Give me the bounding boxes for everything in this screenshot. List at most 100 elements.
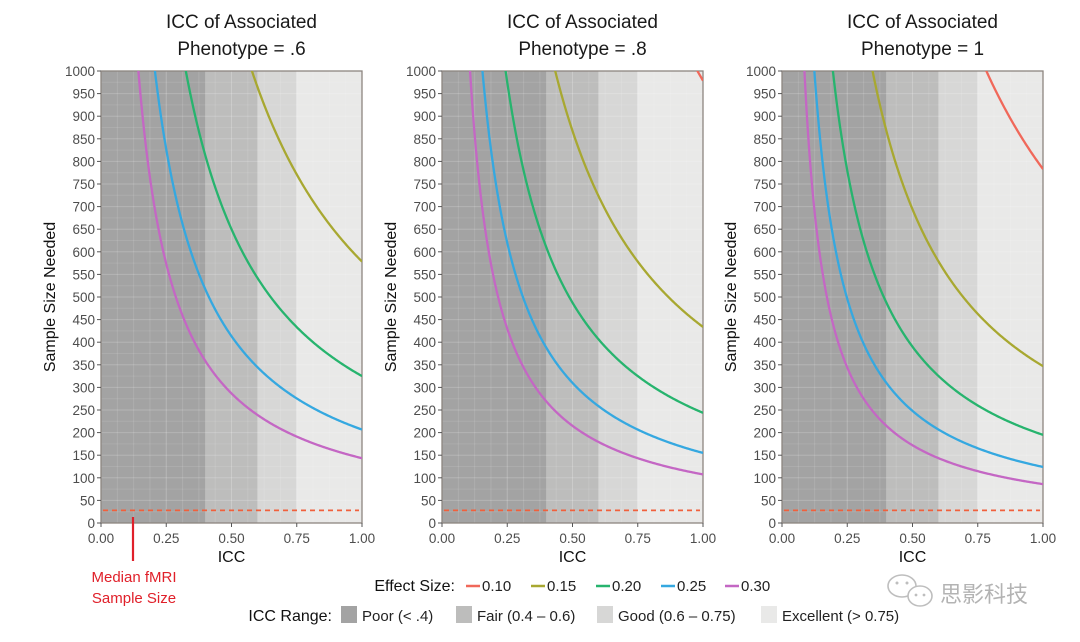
legend-label: 0.25 bbox=[677, 578, 706, 595]
legend-range-label: Poor (< .4) bbox=[362, 608, 433, 625]
y-tick-label: 500 bbox=[413, 290, 436, 305]
y-tick-label: 450 bbox=[753, 313, 776, 328]
band-fair bbox=[546, 71, 599, 523]
y-tick-label: 250 bbox=[753, 403, 776, 418]
y-tick-label: 650 bbox=[753, 222, 776, 237]
x-tick-label: 0.25 bbox=[834, 531, 860, 546]
legend-label: 0.30 bbox=[741, 578, 770, 595]
legend-item-0-10: 0.10 bbox=[466, 578, 511, 595]
y-axis-label: Sample Size Needed bbox=[383, 222, 400, 372]
y-tick-label: 200 bbox=[753, 426, 776, 441]
y-tick-label: 750 bbox=[753, 177, 776, 192]
band-good bbox=[598, 71, 638, 523]
x-tick-label: 0.25 bbox=[153, 531, 179, 546]
x-tick-label: 1.00 bbox=[690, 531, 716, 546]
y-tick-label: 300 bbox=[753, 380, 776, 395]
y-tick-label: 450 bbox=[413, 313, 436, 328]
y-tick-label: 800 bbox=[753, 154, 776, 169]
legend-label: 0.20 bbox=[612, 578, 641, 595]
series-line-0-15 bbox=[554, 71, 703, 328]
y-tick-label: 700 bbox=[413, 200, 436, 215]
y-tick-label: 0 bbox=[428, 516, 436, 531]
y-tick-label: 50 bbox=[761, 493, 776, 508]
y-tick-label: 950 bbox=[72, 87, 95, 102]
y-tick-label: 200 bbox=[72, 426, 95, 441]
y-tick-label: 500 bbox=[753, 290, 776, 305]
band-excellent bbox=[637, 71, 703, 523]
legend-range-item-poor: Poor (< .4) bbox=[341, 606, 433, 625]
y-tick-label: 50 bbox=[421, 493, 436, 508]
band-excellent bbox=[296, 71, 362, 523]
legend-range-item-good: Good (0.6 – 0.75) bbox=[597, 606, 736, 625]
y-tick-label: 800 bbox=[72, 154, 95, 169]
series-line-0-15 bbox=[871, 71, 1043, 368]
y-tick-label: 350 bbox=[72, 358, 95, 373]
y-tick-label: 0 bbox=[87, 516, 95, 531]
y-tick-label: 1000 bbox=[65, 64, 95, 79]
y-tick-label: 400 bbox=[413, 335, 436, 350]
series-line-0-25 bbox=[813, 71, 1043, 469]
y-tick-label: 600 bbox=[413, 245, 436, 260]
y-tick-label: 100 bbox=[72, 471, 95, 486]
panel-3: 0 50 100 150 200 250 300 350 400 450 500 550 600 650 7… bbox=[723, 12, 1056, 566]
y-axis-label: Sample Size Needed bbox=[723, 222, 740, 372]
y-tick-label: 650 bbox=[413, 222, 436, 237]
y-tick-label: 600 bbox=[72, 245, 95, 260]
y-tick-label: 400 bbox=[72, 335, 95, 350]
legend-effect-title: Effect Size: bbox=[374, 578, 455, 595]
median-fmri-label-line1: Median fMRI bbox=[91, 569, 176, 586]
y-tick-label: 500 bbox=[72, 290, 95, 305]
x-tick-label: 0.00 bbox=[88, 531, 114, 546]
x-tick-label: 1.00 bbox=[1030, 531, 1056, 546]
legend-range-item-fair: Fair (0.4 – 0.6) bbox=[456, 606, 575, 625]
median-fmri-label-line2: Sample Size bbox=[92, 590, 176, 607]
series-line-0-10 bbox=[985, 71, 1043, 170]
y-tick-label: 200 bbox=[413, 426, 436, 441]
panel-1: 0 50 100 150 200 250 300 350 400 450 500 550 600 650 7… bbox=[42, 12, 375, 566]
legend-range-swatch bbox=[341, 606, 357, 623]
y-tick-label: 250 bbox=[413, 403, 436, 418]
legend-icc-range: ICC Range: Poor (< .4) Fair (0.4 – 0.6) Go… bbox=[248, 606, 899, 625]
panel-title-line1: ICC of Associated bbox=[507, 12, 658, 33]
y-tick-label: 250 bbox=[72, 403, 95, 418]
y-tick-label: 900 bbox=[413, 109, 436, 124]
x-axis-label: ICC bbox=[559, 549, 587, 566]
legend-item-0-30: 0.30 bbox=[725, 578, 770, 595]
x-tick-label: 0.75 bbox=[284, 531, 310, 546]
band-good bbox=[257, 71, 297, 523]
y-tick-label: 1000 bbox=[406, 64, 436, 79]
y-tick-label: 850 bbox=[72, 132, 95, 147]
x-tick-label: 0.50 bbox=[559, 531, 585, 546]
y-tick-label: 850 bbox=[753, 132, 776, 147]
y-tick-label: 150 bbox=[72, 448, 95, 463]
series-line-0-25 bbox=[153, 71, 362, 431]
series-line-0-20 bbox=[831, 71, 1043, 436]
y-tick-label: 600 bbox=[753, 245, 776, 260]
series-line-0-30 bbox=[137, 71, 362, 460]
y-tick-label: 300 bbox=[72, 380, 95, 395]
panel-title-line2: Phenotype = .6 bbox=[177, 39, 305, 60]
y-tick-label: 700 bbox=[72, 200, 95, 215]
band-fair bbox=[886, 71, 939, 523]
x-axis-label: ICC bbox=[899, 549, 927, 566]
y-tick-label: 550 bbox=[413, 267, 436, 282]
watermark-text: 思影科技 bbox=[940, 583, 1028, 608]
x-axis-label: ICC bbox=[218, 549, 246, 566]
y-tick-label: 900 bbox=[753, 109, 776, 124]
y-tick-label: 700 bbox=[753, 200, 776, 215]
y-tick-label: 400 bbox=[753, 335, 776, 350]
y-tick-label: 450 bbox=[72, 313, 95, 328]
curves bbox=[468, 71, 703, 476]
panel-title-line2: Phenotype = 1 bbox=[861, 39, 984, 60]
legend-range-swatch bbox=[597, 606, 613, 623]
legend-item-0-20: 0.20 bbox=[596, 578, 641, 595]
y-tick-label: 0 bbox=[768, 516, 776, 531]
series-line-0-20 bbox=[504, 71, 703, 414]
y-tick-label: 150 bbox=[413, 448, 436, 463]
wechat-icon bbox=[887, 574, 933, 607]
series-line-0-25 bbox=[481, 71, 703, 455]
legend-range-swatch bbox=[456, 606, 472, 623]
y-tick-label: 550 bbox=[753, 267, 776, 282]
y-tick-label: 950 bbox=[753, 87, 776, 102]
y-tick-label: 650 bbox=[72, 222, 95, 237]
